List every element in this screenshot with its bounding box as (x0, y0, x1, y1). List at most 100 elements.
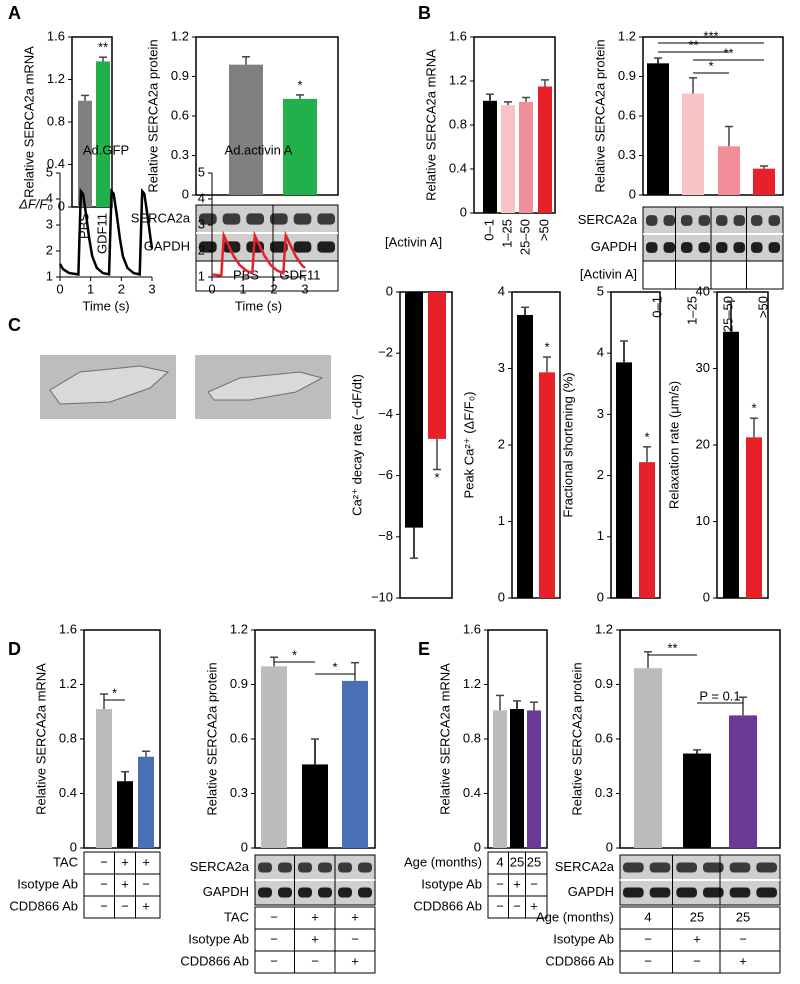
bar (405, 292, 423, 528)
y-tick-label: 3 (597, 406, 604, 421)
y-axis-label: Relative SERCA2a protein (569, 662, 584, 815)
x-tick-label: 0–1 (649, 296, 664, 318)
condition-value: + (121, 876, 129, 891)
blot-band (270, 241, 288, 253)
condition-label: TAC (53, 854, 78, 869)
condition-value: − (270, 909, 278, 924)
bar (718, 146, 740, 195)
blot-band (278, 887, 292, 898)
significance: * (751, 401, 756, 416)
panel-label: E (418, 639, 430, 659)
blot-band (623, 887, 644, 898)
bar (683, 753, 711, 848)
y-tick-label: 2 (46, 242, 53, 257)
blot-band (703, 887, 724, 898)
bar (510, 709, 524, 848)
significance: * (708, 58, 713, 73)
y-tick-label: 1.2 (618, 28, 636, 43)
plot-frame (399, 291, 453, 599)
condition-label: CDD866 Ab (9, 898, 78, 913)
blot-band (733, 242, 745, 253)
bar (682, 93, 704, 195)
blot-band (663, 215, 675, 226)
y-tick-label: 4 (498, 283, 505, 298)
y-tick-label: 5 (46, 164, 53, 179)
condition-value: − (351, 931, 359, 946)
y-tick-label: −6 (378, 467, 393, 482)
condition-label: CDD866 Ab (413, 898, 482, 913)
condition-value: + (311, 909, 319, 924)
condition-label: TAC (224, 909, 249, 924)
bar (729, 715, 757, 848)
myocyte (207, 371, 324, 401)
y-tick-label: 1.2 (595, 621, 613, 636)
condition-value: − (311, 953, 319, 968)
x-axis-label: Time (s) (235, 298, 282, 313)
y-tick-label: 0.9 (618, 68, 636, 83)
blot-band (663, 242, 675, 253)
condition-value: − (693, 953, 701, 968)
x-tick-label: 3 (148, 281, 155, 296)
blot-label: GAPDH (144, 238, 190, 253)
y-tick-label: −4 (378, 406, 393, 421)
condition-value: + (142, 898, 150, 913)
blot-band (756, 887, 777, 898)
condition-value: 25 (736, 909, 750, 924)
myocyte (49, 365, 170, 405)
condition-value: 25 (510, 854, 524, 869)
y-tick-label: 2 (498, 436, 505, 451)
y-tick-label: −8 (378, 528, 393, 543)
condition-value: 25 (690, 909, 704, 924)
blot-band (716, 215, 728, 226)
condition-label: Age (months) (404, 854, 482, 869)
blot-band (716, 242, 728, 253)
bar (723, 331, 739, 598)
y-tick-label: 0.9 (171, 68, 189, 83)
y-tick-label: 3 (46, 216, 53, 231)
y-tick-label: 5 (198, 164, 205, 179)
significance: * (297, 77, 302, 92)
significance: P = 0.1 (699, 688, 740, 703)
condition-value: − (496, 876, 504, 891)
y-tick-label: 0 (460, 204, 467, 219)
y-tick-label: 0.3 (171, 147, 189, 162)
cell-image (40, 355, 331, 419)
x-tick-label: 25–50 (517, 219, 532, 255)
bar (616, 362, 632, 598)
significance: * (434, 470, 439, 485)
y-axis-label: Relative SERCA2a mRNA (423, 49, 438, 201)
y-tick-label: 1 (597, 528, 604, 543)
y-tick-label: 0.9 (595, 676, 613, 691)
y-axis-label: Relative SERCA2a protein (204, 662, 219, 815)
y-tick-label: 1.6 (47, 28, 65, 43)
blot-label: SERCA2a (578, 212, 638, 227)
bar (647, 63, 669, 196)
bar (519, 101, 533, 213)
chart-title: Ad.GFP (83, 142, 129, 157)
blot-band (649, 862, 671, 873)
x-tick-label: GDF11 (280, 267, 321, 282)
bar (78, 100, 92, 207)
x-tick-label: 1–25 (684, 296, 699, 325)
y-tick-label: 0.4 (59, 785, 77, 800)
condition-value: + (513, 876, 521, 891)
trace (211, 230, 306, 278)
y-tick-label: 1.6 (463, 621, 481, 636)
y-axis-label: Relative SERCA2a protein (145, 39, 160, 192)
condition-value: 25 (527, 854, 541, 869)
x-tick-label: 0 (208, 281, 215, 296)
x-tick-label: 0–1 (481, 219, 496, 241)
bar (229, 64, 263, 196)
blot-label: SERCA2a (555, 859, 615, 874)
condition-value: − (513, 898, 521, 913)
bar (428, 292, 446, 439)
x-tick-label: 1 (87, 281, 94, 296)
condition-value: + (351, 909, 359, 924)
bar (261, 666, 287, 848)
y-tick-label: 20 (696, 436, 710, 451)
y-tick-label: 1 (498, 513, 505, 528)
blot-label: GAPDH (568, 884, 614, 899)
blot-band (703, 862, 724, 873)
bar (634, 668, 662, 848)
table-box (487, 851, 548, 919)
